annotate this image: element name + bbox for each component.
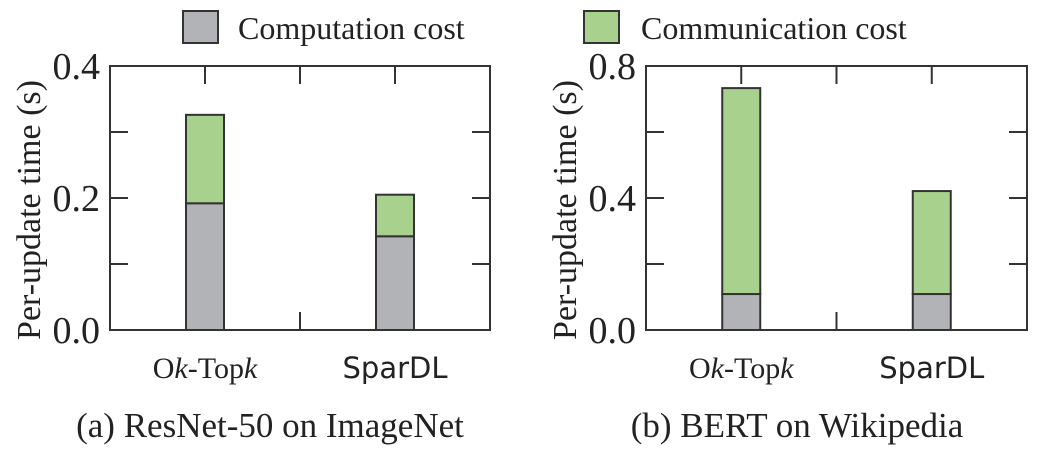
label-fragment: -Top <box>188 352 244 385</box>
legend-label-communication: Communication cost <box>641 10 907 46</box>
x-tick-label-spardl: SparDL <box>343 351 448 385</box>
bar-computation-oktopk <box>721 293 762 331</box>
legend: Computation cost Communication cost <box>182 10 907 46</box>
bar-computation-spardl <box>375 235 415 331</box>
y-axis-label: Per-update time (s) <box>11 80 48 340</box>
y-tick-label: 0.8 <box>589 46 637 88</box>
y-tick-label: 0.4 <box>589 178 637 220</box>
label-fragment: O <box>689 352 711 385</box>
bar-computation-oktopk <box>185 202 225 331</box>
y-tick-label: 0.0 <box>589 310 637 352</box>
x-tick-label-spardl: SparDL <box>879 351 984 385</box>
label-fragment: k <box>244 352 258 385</box>
bar-communication-spardl <box>375 193 415 238</box>
legend-label-computation: Computation cost <box>238 10 465 46</box>
legend-swatch-communication <box>583 10 620 44</box>
plot-frame <box>109 65 491 331</box>
y-tick-label: 0.4 <box>53 46 101 88</box>
label-fragment: -Top <box>724 352 780 385</box>
plot-frame <box>645 65 1028 331</box>
bar-communication-oktopk <box>721 87 762 296</box>
y-axis-label: Per-update time (s) <box>547 80 584 340</box>
panel-caption: (b) BERT on Wikipedia <box>631 406 964 445</box>
bar-communication-spardl <box>911 190 952 296</box>
x-tick-label-oktopk: Ok-Topk <box>153 352 258 385</box>
legend-swatch-computation <box>182 10 219 44</box>
label-fragment: O <box>153 352 175 385</box>
bar-communication-oktopk <box>185 113 225 205</box>
label-fragment: k <box>174 352 188 385</box>
label-fragment: k <box>711 352 725 385</box>
x-tick-label-oktopk: Ok-Topk <box>689 352 794 385</box>
label-fragment: k <box>780 352 794 385</box>
y-tick-label: 0.2 <box>53 178 101 220</box>
bar-computation-spardl <box>911 293 952 331</box>
y-tick-label: 0.0 <box>53 310 101 352</box>
panel-caption: (a) ResNet-50 on ImageNet <box>76 406 464 445</box>
